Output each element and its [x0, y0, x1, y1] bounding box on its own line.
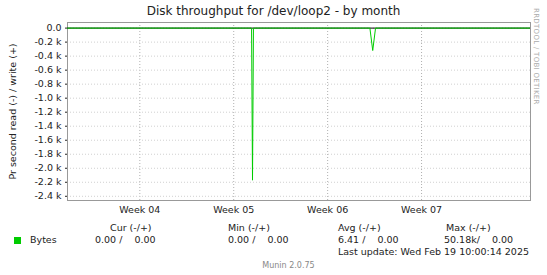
- html-text:50.18k/ 0.00: 50.18k/ 0.00: [444, 234, 514, 245]
- svg-text:0.0: 0.0: [46, 22, 61, 33]
- svg-text:Week 06: Week 06: [307, 204, 348, 215]
- svg-text:-1.4 k: -1.4 k: [34, 120, 62, 131]
- html-text:Bytes: Bytes: [30, 234, 57, 245]
- svg-text:-1.6 k: -1.6 k: [34, 134, 62, 145]
- html-text:RRDTOOL / TOBI OETIKER: RRDTOOL / TOBI OETIKER: [532, 8, 540, 105]
- svg-text:-0.4 k: -0.4 k: [34, 50, 62, 61]
- svg-text:-2.0 k: -2.0 k: [34, 162, 62, 173]
- html-text:Min (-/+): Min (-/+): [228, 222, 270, 233]
- svg-text:-0.8 k: -0.8 k: [34, 78, 62, 89]
- html-text:Last update: Wed Feb 19 10:00:: Last update: Wed Feb 19 10:00:14 2025: [338, 246, 529, 257]
- html-text:0.00 / 0.00: 0.00 / 0.00: [228, 234, 289, 245]
- html-text:Disk throughput for /dev/loop2: Disk throughput for /dev/loop2 - by mont…: [146, 4, 401, 18]
- html-text:Munin 2.0.75: Munin 2.0.75: [262, 261, 315, 270]
- svg-text:-2.2 k: -2.2 k: [34, 176, 62, 187]
- svg-text:Week 04: Week 04: [119, 204, 160, 215]
- svg-text:Week 07: Week 07: [401, 204, 442, 215]
- svg-text:-1.0 k: -1.0 k: [34, 92, 62, 103]
- svg-text:Week 05: Week 05: [213, 204, 254, 215]
- svg-text:Pr second read (-) / write (+): Pr second read (-) / write (+): [7, 43, 18, 179]
- svg-text:-1.2 k: -1.2 k: [34, 106, 62, 117]
- svg-text:-1.8 k: -1.8 k: [34, 148, 62, 159]
- svg-text:-2.4 k: -2.4 k: [34, 190, 62, 201]
- html-text:6.41 / 0.00: 6.41 / 0.00: [338, 234, 399, 245]
- svg-text:-0.6 k: -0.6 k: [34, 64, 62, 75]
- svg-text:-0.2 k: -0.2 k: [34, 36, 62, 47]
- html-text:0.00 / 0.00: 0.00 / 0.00: [95, 234, 156, 245]
- html-text:Cur (-/+): Cur (-/+): [110, 222, 152, 233]
- html-text:Max (-/+): Max (-/+): [446, 222, 491, 233]
- html-text:Avg (-/+): Avg (-/+): [338, 222, 381, 233]
